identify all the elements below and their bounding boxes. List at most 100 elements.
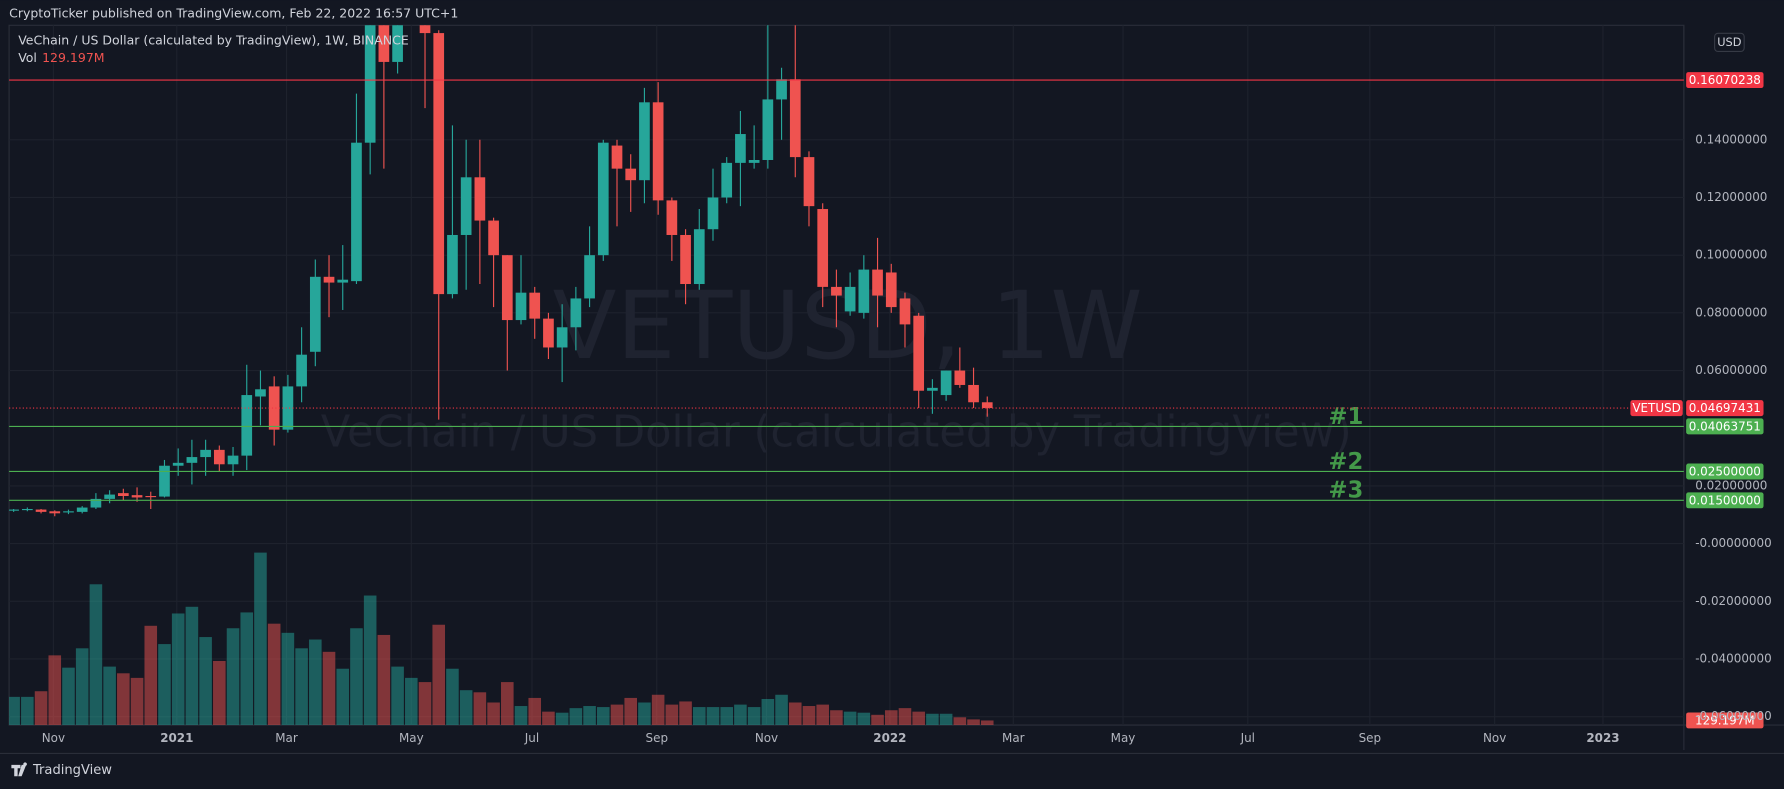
axis-layer: 0.14000000 0.12000000 0.10000000 0.08000000… — [42, 132, 1772, 745]
volume-bar — [350, 628, 363, 726]
volume-bar — [857, 712, 871, 726]
volume-bar — [309, 639, 322, 726]
currency[interactable]: USD — [1717, 35, 1742, 49]
y-tick-label: 0.06000000 — [1695, 363, 1767, 377]
level-label: 0.04063751 — [1689, 419, 1761, 433]
x-tick-label: Sep — [646, 731, 668, 745]
candle-body — [501, 255, 513, 321]
volume-bar — [62, 667, 75, 726]
candle-body — [693, 229, 705, 285]
volume-bar — [679, 701, 692, 726]
candle-body — [323, 276, 335, 283]
volume-bar — [240, 612, 254, 726]
candle-body — [515, 292, 527, 321]
volume-bar — [871, 714, 884, 726]
x-tick-label: Jul — [1240, 731, 1255, 745]
last-price-label: 0.04697431 — [1689, 401, 1761, 415]
volume-last-box — [1686, 712, 1764, 729]
logo — [11, 762, 27, 777]
candle-body — [927, 387, 938, 391]
volume-bar — [692, 707, 706, 726]
candle-body — [762, 99, 774, 160]
currency-box[interactable] — [1714, 32, 1745, 53]
watermark-subtitle: VeChain / US Dollar (calculated by Tradi… — [321, 407, 1352, 457]
x-tick-label: 2023 — [1586, 731, 1619, 745]
volume-layer — [9, 552, 994, 726]
chart-title: VeChain / US Dollar (calculated by Tradi… — [18, 33, 409, 48]
volume-bar — [21, 696, 34, 726]
candle-body — [570, 298, 582, 328]
x-tick-label: Mar — [1002, 731, 1025, 745]
y-tick-label: 0.12000000 — [1695, 190, 1767, 204]
volume-bar — [432, 624, 446, 726]
volume-bar — [788, 702, 802, 726]
x-tick-label: 2022 — [873, 731, 906, 745]
candle-body — [364, 25, 376, 143]
y-tick-label: 0.14000000 — [1695, 132, 1767, 146]
candle-layer — [9, 25, 993, 517]
volume-bar — [939, 713, 953, 726]
candle-body — [858, 269, 870, 313]
y-tick-label: -0.00000000 — [1695, 536, 1771, 550]
candle-body — [735, 134, 746, 163]
volume-bar — [501, 682, 514, 726]
footer-brand: TradingView — [32, 763, 112, 778]
x-tick-label: Nov — [755, 731, 778, 745]
y-tick-label: 0.02000000 — [1695, 478, 1767, 492]
candle-body — [913, 315, 925, 391]
last-price-name-box — [1630, 400, 1683, 417]
candle-body — [474, 177, 486, 221]
last-price-name: VETUSD — [1632, 401, 1681, 415]
level-layer: 0.160702380.04063751#10.02500000#20.0150… — [9, 72, 1764, 729]
y-tick-label: -0.02000000 — [1695, 594, 1771, 608]
candle-body — [597, 142, 609, 256]
volume-bar — [555, 712, 569, 726]
volume-bar — [843, 711, 857, 726]
candle-body — [954, 370, 966, 385]
volume-bar — [720, 707, 733, 726]
header: CryptoTicker published on TradingView.co… — [9, 5, 458, 20]
candle-body — [981, 402, 993, 409]
volume-bar — [487, 702, 500, 726]
candle-body — [721, 162, 733, 198]
candle-body — [584, 255, 595, 299]
candle-body — [35, 509, 47, 512]
volume-bar — [103, 666, 116, 726]
volume-last-label: 129.197M — [1695, 714, 1755, 728]
candle-body — [803, 157, 815, 207]
candle-body — [776, 79, 787, 100]
volume-bar — [542, 711, 555, 726]
y-tick-label: 0.10000000 — [1695, 248, 1767, 262]
volume-bar — [953, 717, 967, 726]
candle-body — [666, 200, 678, 235]
y-tick-label: -0.04000000 — [1695, 651, 1771, 665]
candle-body — [652, 102, 664, 201]
candle-body — [844, 286, 856, 312]
level-label-box — [1686, 492, 1764, 509]
volume-bar — [775, 694, 788, 726]
volume-bar — [912, 711, 925, 726]
candle-body — [9, 509, 19, 511]
candle-body — [282, 386, 294, 430]
volume-bar — [459, 690, 473, 726]
candle-body — [940, 370, 952, 396]
candle-body — [543, 318, 554, 348]
x-tick-label: May — [399, 731, 424, 745]
candle-body — [159, 465, 170, 497]
volume-bar — [802, 706, 816, 726]
volume-bar — [980, 720, 994, 726]
volume-bar — [405, 677, 418, 726]
volume-bar — [514, 706, 528, 726]
candle-body — [63, 511, 74, 513]
candle-body — [433, 33, 445, 295]
volume-bar — [583, 706, 596, 726]
volume-bar — [830, 710, 843, 726]
volume-bar — [267, 623, 281, 726]
volume-bar — [254, 552, 267, 726]
volume-bar — [185, 606, 199, 726]
level-label-box — [1686, 72, 1764, 89]
candle-body — [419, 25, 431, 34]
candle-body — [447, 234, 458, 295]
volume-bar — [89, 584, 103, 726]
